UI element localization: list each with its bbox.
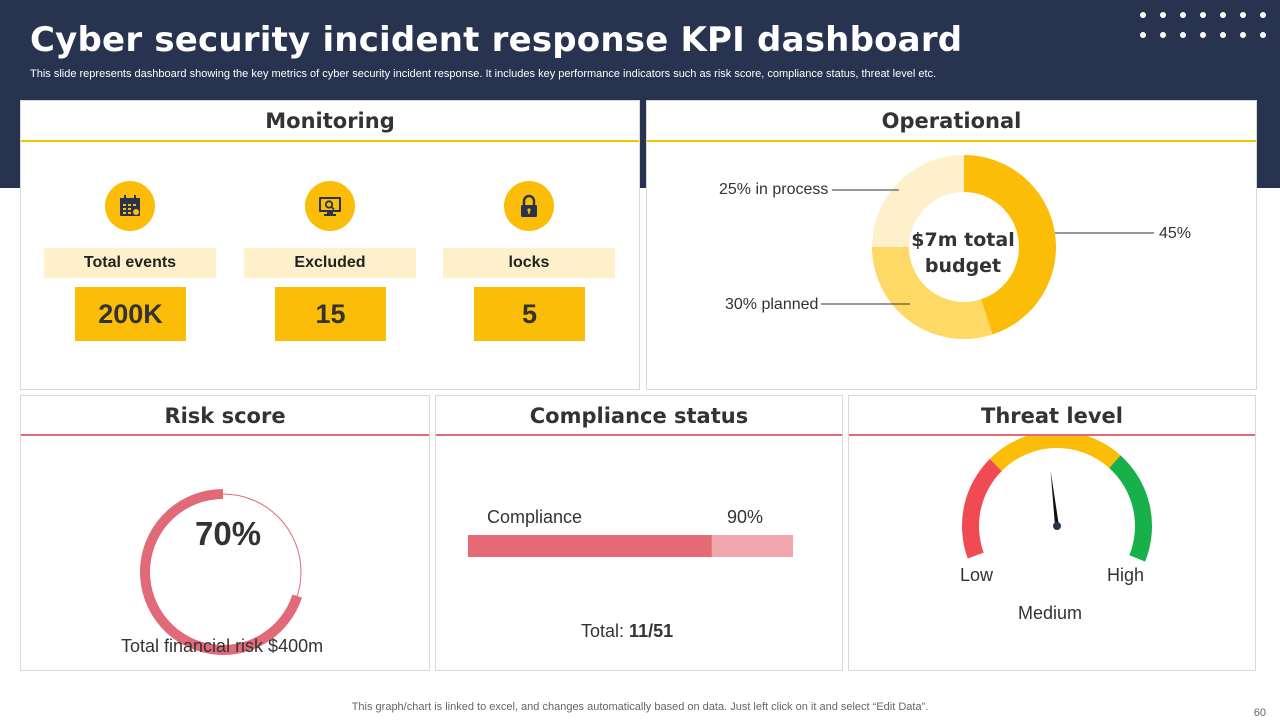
decorative-dot (1200, 12, 1206, 18)
gauge-segment-high (1109, 455, 1152, 562)
compliance-bar-chart (468, 535, 793, 557)
donut-center-label: $7m total budget (903, 227, 1023, 279)
slice-label-planned: 30% planned (725, 296, 819, 313)
donut-center-line2: budget (924, 255, 1002, 277)
excluded-label: Excluded (244, 248, 416, 278)
threat-low-label: Low (960, 565, 994, 585)
total-events-label: Total events (44, 248, 216, 278)
locks-value: 5 (474, 287, 585, 341)
risk-score-panel: Risk score 70% Total financial risk $400… (20, 395, 430, 671)
donut-center-line1: $7m total (911, 229, 1015, 251)
decorative-dot (1180, 12, 1186, 18)
gauge-segment-medium (989, 436, 1121, 471)
monitoring-title-rule (21, 140, 639, 142)
locks-label: locks (443, 248, 615, 278)
risk-score-title: Risk score (164, 404, 286, 428)
donut-slice-1 (964, 155, 1056, 335)
decorative-dot (1160, 12, 1166, 18)
risk-score-caption: Total financial risk $400m (121, 636, 324, 656)
gauge-needle (1050, 470, 1059, 526)
decorative-dot (1240, 32, 1246, 38)
decorative-dot (1180, 32, 1186, 38)
padlock-icon (504, 181, 554, 231)
decorative-dot (1240, 12, 1246, 18)
monitoring-panel: Monitoring Total events 200K (20, 100, 640, 390)
operational-title: Operational (881, 109, 1022, 133)
gauge-needle-hub (1053, 522, 1061, 530)
threat-gauge-chart (962, 436, 1152, 562)
compliance-title: Compliance status (529, 404, 749, 428)
risk-ring-arc (139, 489, 302, 655)
decorative-dot (1220, 12, 1226, 18)
donut-slice-3 (872, 155, 964, 247)
risk-score-title-rule (21, 434, 429, 436)
decorative-dot (1220, 32, 1226, 38)
total-events-value: 200K (75, 287, 186, 341)
gauge-segment-low (962, 458, 1002, 559)
slice-label-main: 45% (1159, 225, 1192, 242)
decorative-dot (1260, 32, 1266, 38)
compliance-bar-label: Compliance (487, 507, 583, 527)
compliance-title-rule (436, 434, 842, 436)
threat-high-label: High (1107, 565, 1145, 585)
threat-title: Threat level (981, 404, 1123, 428)
monitoring-title: Monitoring (265, 109, 395, 133)
threat-panel: Threat level Low High Medium (848, 395, 1256, 671)
compliance-total: Total: 11/51 (581, 621, 673, 642)
decorative-dot (1260, 12, 1266, 18)
compliance-total-prefix: Total: (581, 621, 625, 641)
risk-ring-chart (139, 489, 302, 655)
decorative-dots (1140, 12, 1272, 44)
decorative-dot (1160, 32, 1166, 38)
budget-donut-chart (821, 155, 1154, 339)
threat-current-label: Medium (1018, 603, 1083, 623)
decorative-dot (1140, 12, 1146, 18)
security-monitor-icon (305, 181, 355, 231)
compliance-panel: Compliance status Compliance 90% Total: … (435, 395, 843, 671)
page-subtitle: This slide represents dashboard showing … (30, 68, 937, 80)
compliance-total-value: 11/51 (629, 621, 674, 641)
page-number: 60 (1253, 707, 1266, 719)
operational-title-rule (647, 140, 1256, 142)
compliance-bar-fill (468, 535, 712, 557)
threat-title-rule (849, 434, 1255, 436)
slice-label-in-process: 25% in process (719, 181, 829, 198)
decorative-dot (1200, 32, 1206, 38)
decorative-dot (1140, 32, 1146, 38)
operational-panel: Operational 25% in process 30% planned 4… (646, 100, 1257, 390)
calendar-icon (105, 181, 155, 231)
excluded-value: 15 (275, 287, 386, 341)
donut-slice-2 (872, 247, 993, 339)
compliance-pct-label: 90% (727, 507, 764, 527)
page-title: Cyber security incident response KPI das… (30, 20, 963, 60)
risk-score-value: 70% (195, 515, 262, 552)
footer-note: This graph/chart is linked to excel, and… (351, 701, 929, 713)
